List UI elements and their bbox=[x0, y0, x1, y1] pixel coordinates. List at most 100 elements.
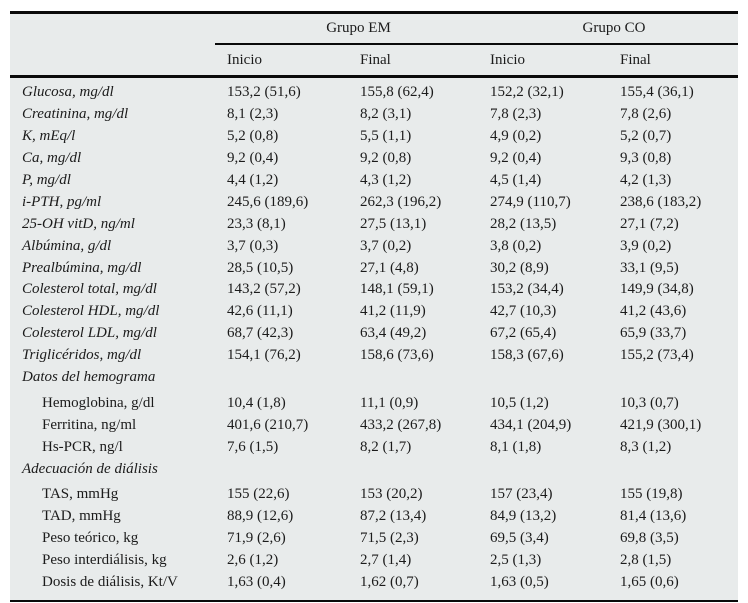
table-body: Glucosa, mg/dl 153,2 (51,6) 155,8 (62,4)… bbox=[10, 78, 738, 600]
cell: 434,1 (204,9) bbox=[490, 416, 572, 433]
table-row: i-PTH, pg/ml 245,6 (189,6) 262,3 (196,2)… bbox=[10, 191, 738, 213]
row-label: Triglicéridos, mg/dl bbox=[22, 347, 142, 364]
table-row: TAD, mmHg 88,9 (12,6) 87,2 (13,4) 84,9 (… bbox=[10, 506, 738, 528]
cell: 27,5 (13,1) bbox=[360, 215, 427, 232]
subheader-em-inicio: Inicio bbox=[227, 51, 262, 68]
cell: 3,9 (0,2) bbox=[620, 237, 672, 254]
cell: 81,4 (13,6) bbox=[620, 508, 687, 525]
cell: 3,8 (0,2) bbox=[490, 237, 542, 254]
row-label: Ferritina, ng/ml bbox=[42, 416, 137, 433]
cell: 5,2 (0,7) bbox=[620, 128, 672, 145]
row-label: Colesterol total, mg/dl bbox=[22, 281, 157, 298]
section-label: Datos del hemograma bbox=[22, 369, 156, 386]
row-label: Glucosa, mg/dl bbox=[22, 84, 114, 101]
cell: 9,2 (0,4) bbox=[227, 150, 279, 167]
cell: 1,63 (0,5) bbox=[490, 574, 549, 591]
cell: 153,2 (34,4) bbox=[490, 281, 564, 298]
cell: 401,6 (210,7) bbox=[227, 416, 309, 433]
group-header-em: Grupo EM bbox=[326, 20, 391, 36]
cell: 245,6 (189,6) bbox=[227, 193, 309, 210]
group-header-rule bbox=[215, 43, 738, 45]
table-row: Colesterol total, mg/dl 143,2 (57,2) 148… bbox=[10, 279, 738, 301]
row-label: P, mg/dl bbox=[22, 172, 71, 188]
cell: 4,2 (1,3) bbox=[620, 172, 672, 188]
cell: 7,6 (1,5) bbox=[227, 438, 279, 455]
cell: 23,3 (8,1) bbox=[227, 215, 286, 232]
cell: 2,6 (1,2) bbox=[227, 552, 279, 569]
cell: 1,63 (0,4) bbox=[227, 574, 286, 591]
cell: 4,4 (1,2) bbox=[227, 172, 279, 188]
row-label: Prealbúmina, mg/dl bbox=[22, 259, 142, 276]
cell: 8,1 (2,3) bbox=[227, 106, 279, 123]
section-header-row: Datos del hemograma bbox=[10, 367, 738, 389]
cell: 155,8 (62,4) bbox=[360, 84, 434, 101]
table-row: 25-OH vitD, ng/ml 23,3 (8,1) 27,5 (13,1)… bbox=[10, 213, 738, 235]
cell: 30,2 (8,9) bbox=[490, 259, 549, 276]
cell: 9,3 (0,8) bbox=[620, 150, 672, 167]
row-label: K, mEq/l bbox=[22, 128, 76, 145]
table-row: TAS, mmHg 155 (22,6) 153 (20,2) 157 (23,… bbox=[10, 484, 738, 506]
cell: 4,9 (0,2) bbox=[490, 128, 542, 145]
row-label: 25-OH vitD, ng/ml bbox=[22, 215, 135, 232]
cell: 10,4 (1,8) bbox=[227, 394, 286, 411]
cell: 143,2 (57,2) bbox=[227, 281, 301, 298]
cell: 155 (19,8) bbox=[620, 486, 683, 503]
cell: 33,1 (9,5) bbox=[620, 259, 679, 276]
cell: 42,6 (11,1) bbox=[227, 303, 293, 320]
cell: 1,65 (0,6) bbox=[620, 574, 679, 591]
table-row: Dosis de diálisis, Kt/V 1,63 (0,4) 1,62 … bbox=[10, 572, 738, 594]
cell: 155 (22,6) bbox=[227, 486, 290, 503]
cell: 71,9 (2,6) bbox=[227, 530, 286, 547]
row-label: Dosis de diálisis, Kt/V bbox=[42, 574, 178, 591]
cell: 9,2 (0,4) bbox=[490, 150, 542, 167]
row-label: Albúmina, g/dl bbox=[22, 237, 112, 254]
cell: 149,9 (34,8) bbox=[620, 281, 694, 298]
row-label: Peso interdiálisis, kg bbox=[42, 552, 167, 569]
cell: 158,3 (67,6) bbox=[490, 347, 564, 364]
cell: 421,9 (300,1) bbox=[620, 416, 702, 433]
cell: 8,2 (1,7) bbox=[360, 438, 412, 455]
cell: 154,1 (76,2) bbox=[227, 347, 301, 364]
cell: 155,2 (73,4) bbox=[620, 347, 694, 364]
row-label: Colesterol HDL, mg/dl bbox=[22, 303, 160, 320]
cell: 67,2 (65,4) bbox=[490, 325, 557, 342]
row-label: Ca, mg/dl bbox=[22, 150, 82, 167]
table-row: Prealbúmina, mg/dl 28,5 (10,5) 27,1 (4,8… bbox=[10, 257, 738, 279]
cell: 2,8 (1,5) bbox=[620, 552, 672, 569]
table-row: Ca, mg/dl 9,2 (0,4) 9,2 (0,8) 9,2 (0,4) … bbox=[10, 148, 738, 170]
cell: 1,62 (0,7) bbox=[360, 574, 419, 591]
row-label: TAS, mmHg bbox=[42, 486, 119, 503]
cell: 2,7 (1,4) bbox=[360, 552, 412, 569]
cell: 10,5 (1,2) bbox=[490, 394, 549, 411]
table-row: Peso interdiálisis, kg 2,6 (1,2) 2,7 (1,… bbox=[10, 550, 738, 572]
subheader-row: Inicio Final Inicio Final bbox=[10, 45, 738, 78]
subheader-co-final: Final bbox=[620, 51, 651, 68]
cell: 262,3 (196,2) bbox=[360, 193, 442, 210]
cell: 5,2 (0,8) bbox=[227, 128, 279, 145]
row-label: Creatinina, mg/dl bbox=[22, 106, 129, 123]
table-row: Ferritina, ng/ml 401,6 (210,7) 433,2 (26… bbox=[10, 414, 738, 436]
table-row: Hemoglobina, g/dl 10,4 (1,8) 11,1 (0,9) … bbox=[10, 392, 738, 414]
cell: 63,4 (49,2) bbox=[360, 325, 427, 342]
cell: 7,8 (2,3) bbox=[490, 106, 542, 123]
cell: 2,5 (1,3) bbox=[490, 552, 542, 569]
cell: 69,5 (3,4) bbox=[490, 530, 549, 547]
subheader-co-inicio: Inicio bbox=[490, 51, 525, 68]
cell: 69,8 (3,5) bbox=[620, 530, 679, 547]
table-row: Colesterol HDL, mg/dl 42,6 (11,1) 41,2 (… bbox=[10, 301, 738, 323]
cell: 433,2 (267,8) bbox=[360, 416, 442, 433]
row-label: i-PTH, pg/ml bbox=[22, 193, 102, 210]
table-row: Albúmina, g/dl 3,7 (0,3) 3,7 (0,2) 3,8 (… bbox=[10, 235, 738, 257]
section-header-row: Adecuación de diálisis bbox=[10, 458, 738, 480]
cell: 27,1 (7,2) bbox=[620, 215, 679, 232]
cell: 28,5 (10,5) bbox=[227, 259, 294, 276]
cell: 87,2 (13,4) bbox=[360, 508, 427, 525]
cell: 238,6 (183,2) bbox=[620, 193, 702, 210]
row-label: Colesterol LDL, mg/dl bbox=[22, 325, 157, 342]
table-row: K, mEq/l 5,2 (0,8) 5,5 (1,1) 4,9 (0,2) 5… bbox=[10, 126, 738, 148]
cell: 4,3 (1,2) bbox=[360, 172, 412, 188]
cell: 158,6 (73,6) bbox=[360, 347, 434, 364]
cell: 3,7 (0,2) bbox=[360, 237, 412, 254]
cell: 148,1 (59,1) bbox=[360, 281, 434, 298]
cell: 9,2 (0,8) bbox=[360, 150, 412, 167]
